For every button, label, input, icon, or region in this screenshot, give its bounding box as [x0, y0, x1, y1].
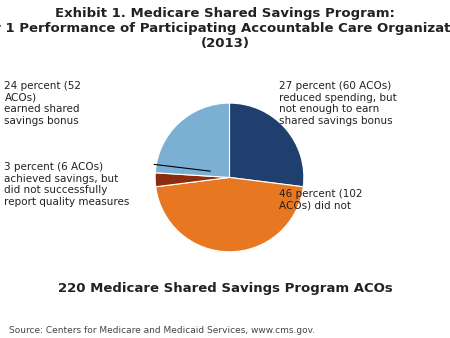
- Text: 220 Medicare Shared Savings Program ACOs: 220 Medicare Shared Savings Program ACOs: [58, 282, 392, 295]
- Text: Exhibit 1. Medicare Shared Savings Program:
Year 1 Performance of Participating : Exhibit 1. Medicare Shared Savings Progr…: [0, 7, 450, 50]
- Wedge shape: [156, 177, 303, 252]
- Text: Source: Centers for Medicare and Medicaid Services, www.cms.gov.: Source: Centers for Medicare and Medicai…: [9, 325, 315, 335]
- Wedge shape: [230, 103, 304, 187]
- Wedge shape: [155, 173, 230, 187]
- Text: 3 percent (6 ACOs)
achieved savings, but
did not successfully
report quality mea: 3 percent (6 ACOs) achieved savings, but…: [4, 162, 130, 207]
- Text: 27 percent (60 ACOs)
reduced spending, but
not enough to earn
shared savings bon: 27 percent (60 ACOs) reduced spending, b…: [279, 81, 397, 126]
- Wedge shape: [155, 103, 230, 177]
- Text: 46 percent (102
ACOs) did not: 46 percent (102 ACOs) did not: [279, 189, 363, 211]
- Text: 24 percent (52
ACOs)
earned shared
savings bonus: 24 percent (52 ACOs) earned shared savin…: [4, 81, 81, 126]
